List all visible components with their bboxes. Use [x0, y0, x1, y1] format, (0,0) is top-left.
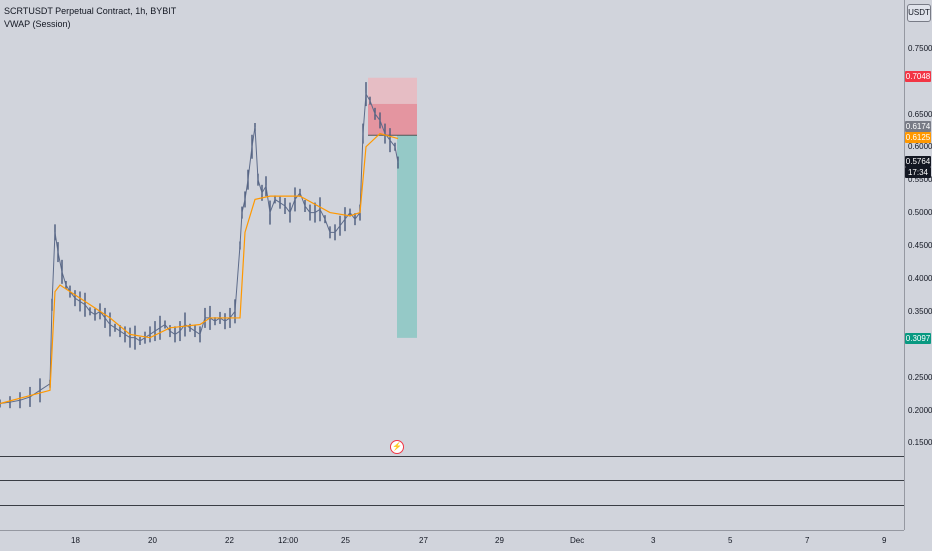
indicator-pane-3 — [0, 505, 904, 531]
vwap-line — [0, 132, 399, 405]
price-tick: 0.6500 — [908, 110, 932, 119]
price-tick: 0.5000 — [908, 208, 932, 217]
time-tick: 27 — [419, 536, 428, 545]
entry-price-label: 0.6174 — [905, 121, 931, 132]
time-tick: 12:00 — [278, 536, 299, 545]
price-tick: 0.4000 — [908, 274, 932, 283]
time-tick: 22 — [225, 536, 234, 545]
bar-countdown-label: 17:34 — [905, 167, 931, 178]
price-tick: 0.5500 — [908, 175, 932, 184]
indicator-legend[interactable]: VWAP (Session) — [4, 19, 71, 29]
reward-zone — [397, 135, 417, 338]
time-tick: 18 — [71, 536, 80, 545]
price-line — [0, 92, 399, 404]
price-axis[interactable] — [904, 0, 932, 530]
time-tick: 20 — [148, 536, 157, 545]
target-price-label: 0.3097 — [905, 333, 931, 344]
price-tick: 0.7500 — [908, 44, 932, 53]
indicator-pane-1 — [0, 456, 904, 481]
price-tick: 0.2500 — [908, 373, 932, 382]
symbol-legend[interactable]: SCRTUSDT Perpetual Contract, 1h, BYBIT — [4, 6, 177, 16]
price-tick: 0.3500 — [908, 307, 932, 316]
time-tick: 9 — [882, 536, 887, 545]
chart-area[interactable] — [0, 0, 904, 456]
time-axis[interactable] — [0, 530, 904, 551]
last-price-label: 0.5764 — [905, 156, 931, 167]
time-tick: 25 — [341, 536, 350, 545]
time-tick: 29 — [495, 536, 504, 545]
time-tick: 7 — [805, 536, 810, 545]
stop-price-label: 0.7048 — [905, 71, 931, 82]
currency-button[interactable]: USDT — [907, 4, 931, 22]
price-tick: 0.4500 — [908, 241, 932, 250]
price-tick: 0.6000 — [908, 142, 932, 151]
price-tick: 0.2000 — [908, 406, 932, 415]
risk-zone — [368, 103, 417, 136]
lightning-icon[interactable]: ⚡ — [390, 440, 404, 454]
time-tick: Dec — [570, 536, 585, 545]
price-chart[interactable] — [0, 0, 904, 456]
vwap-price-label: 0.6125 — [905, 132, 931, 143]
time-tick: 5 — [728, 536, 733, 545]
time-tick: 3 — [651, 536, 656, 545]
indicator-pane-2 — [0, 480, 904, 505]
price-tick: 0.1500 — [908, 438, 932, 447]
risk-zone-upper — [368, 77, 417, 104]
